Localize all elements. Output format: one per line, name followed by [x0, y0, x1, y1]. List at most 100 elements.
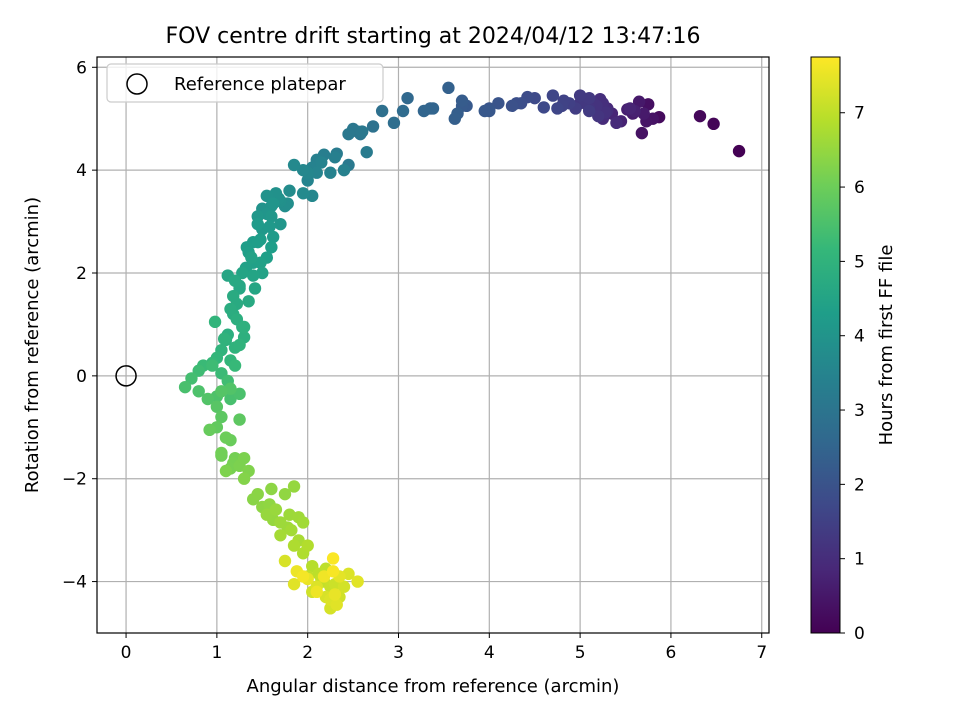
data-point — [251, 235, 264, 249]
data-point — [260, 508, 274, 521]
data-point — [265, 210, 278, 223]
data-point — [265, 241, 278, 254]
data-point — [178, 380, 192, 394]
colorbar-tick-label: 2 — [854, 475, 865, 495]
data-point — [233, 387, 246, 401]
data-point — [455, 94, 469, 107]
data-point — [310, 585, 323, 599]
data-point — [592, 109, 605, 123]
data-point — [208, 315, 222, 329]
data-point — [287, 158, 301, 172]
data-point — [248, 282, 262, 295]
y-tick-label: 2 — [76, 264, 87, 284]
reference-platepar-marker — [115, 365, 137, 387]
legend-entry-reference: Reference platepar — [174, 74, 346, 95]
data-point — [242, 295, 255, 308]
data-point — [278, 487, 292, 501]
data-point — [274, 217, 287, 231]
data-point — [185, 372, 198, 385]
data-point — [328, 151, 342, 164]
colorbar-tick-label: 7 — [854, 104, 865, 124]
data-point — [245, 251, 258, 264]
data-point — [337, 163, 351, 177]
colorbar-tick-label: 6 — [854, 178, 865, 198]
data-point — [448, 112, 461, 125]
data-point — [287, 539, 301, 552]
data-point — [317, 570, 331, 583]
y-axis-label: Rotation from reference (arcmin) — [22, 197, 43, 493]
data-point — [246, 269, 260, 282]
x-tick-label: 4 — [484, 643, 495, 663]
data-point — [582, 104, 596, 118]
data-point — [328, 588, 342, 601]
x-tick-label: 3 — [393, 643, 404, 663]
colorbar-gradient — [810, 56, 841, 634]
data-point — [360, 145, 373, 159]
colorbar-tick-label: 4 — [854, 327, 865, 347]
data-point — [492, 97, 505, 110]
data-point — [236, 266, 249, 280]
data-point — [337, 580, 351, 593]
data-point — [351, 575, 364, 588]
colorbar-ticks: 0 1 2 3 4 5 6 7 — [840, 104, 865, 644]
data-point — [355, 125, 369, 138]
data-point — [296, 187, 310, 200]
data-point — [287, 577, 301, 591]
data-point — [310, 166, 323, 179]
colorbar-tick-label: 3 — [854, 401, 865, 421]
data-point — [505, 99, 519, 113]
scatter-points — [115, 81, 746, 615]
data-point — [217, 332, 231, 346]
data-point — [301, 539, 314, 552]
data-point — [192, 385, 205, 398]
data-point — [387, 116, 401, 130]
y-tick-label: 0 — [76, 367, 87, 387]
x-tick-label: 0 — [121, 643, 132, 663]
grid-lines — [97, 57, 769, 633]
data-point — [693, 109, 707, 123]
data-point — [537, 101, 550, 114]
data-point — [233, 338, 246, 352]
data-point — [228, 359, 242, 372]
data-point — [274, 529, 287, 542]
y-tick-label: 6 — [76, 58, 87, 78]
colorbar-label: Hours from first FF file — [876, 245, 897, 446]
data-point — [296, 570, 310, 583]
x-tick-label: 5 — [575, 643, 586, 663]
plot-frame — [96, 56, 770, 634]
x-tick-label: 1 — [211, 643, 222, 663]
data-point — [283, 184, 296, 197]
data-point — [237, 451, 251, 465]
x-tick-label: 7 — [756, 643, 767, 663]
data-point — [278, 554, 292, 568]
data-point — [265, 482, 278, 496]
x-axis-label: Angular distance from reference (arcmin) — [247, 676, 620, 697]
data-point — [215, 410, 228, 424]
y-tick-label: −4 — [62, 573, 87, 593]
colorbar-tick-label: 5 — [854, 252, 865, 272]
colorbar-tick-label: 1 — [854, 550, 865, 570]
data-point — [296, 516, 310, 529]
data-point — [401, 91, 414, 105]
chart-title: FOV centre drift starting at 2024/04/12 … — [166, 24, 701, 49]
data-point — [224, 392, 237, 406]
data-point — [396, 104, 410, 118]
legend: Reference platepar — [106, 63, 384, 103]
data-point — [375, 104, 389, 118]
data-point — [610, 116, 623, 130]
data-point — [215, 385, 228, 398]
colorbar: 0 1 2 3 4 5 6 7 Hours from first FF file — [810, 56, 897, 644]
data-point — [285, 523, 298, 537]
data-point — [342, 127, 355, 141]
x-tick-label: 6 — [666, 643, 677, 663]
data-point — [237, 472, 251, 485]
data-point — [330, 598, 343, 611]
data-point — [732, 144, 746, 158]
data-point — [215, 446, 228, 460]
data-point — [201, 392, 214, 406]
data-point — [417, 104, 431, 118]
legend-box — [106, 63, 384, 103]
colorbar-tick-label: 0 — [854, 624, 865, 644]
data-point — [573, 89, 587, 102]
